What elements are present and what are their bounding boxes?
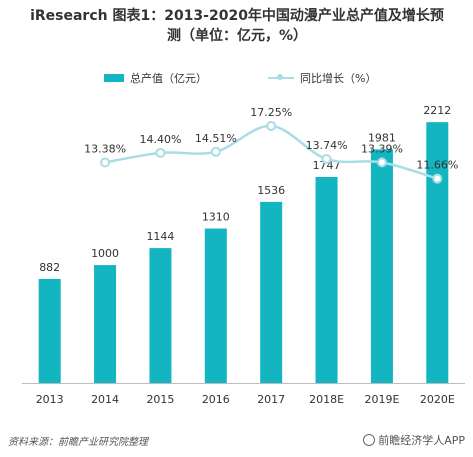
bar-2013 (38, 278, 61, 383)
bar-label-2018E: 1747 (313, 159, 341, 172)
x-tick-2020E: 2020E (420, 393, 455, 406)
bar-label-2019E: 1981 (368, 131, 396, 144)
growth-label-2014: 13.38% (84, 142, 126, 155)
growth-label-2019E: 13.39% (361, 142, 403, 155)
bar-label-2013: 882 (39, 261, 60, 274)
growth-point-2018E (321, 154, 332, 165)
x-tick-2013: 2013 (36, 393, 64, 406)
title-line-1: iResearch 图表1：2013-2020年中国动漫产业总产值及增长预 (30, 8, 444, 24)
legend-item-line: 同比增长（%） (268, 70, 376, 86)
growth-label-2018E: 13.74% (306, 139, 348, 152)
legend-swatch-bar (104, 74, 124, 82)
legend-label-bar: 总产值（亿元） (130, 72, 207, 85)
growth-point-2016 (210, 146, 221, 157)
x-tick-2017: 2017 (257, 393, 285, 406)
bar-label-2020E: 2212 (423, 104, 451, 117)
x-tick-2019E: 2019E (364, 393, 399, 406)
x-tick-2014: 2014 (91, 393, 119, 406)
growth-label-2017: 17.25% (250, 106, 292, 119)
x-tick-2015: 2015 (146, 393, 174, 406)
bar-2020E (426, 122, 449, 383)
legend-swatch-line (268, 74, 294, 80)
bar-label-2016: 1310 (202, 211, 230, 224)
growth-label-2016: 14.51% (195, 132, 237, 145)
growth-point-2020E (432, 173, 443, 184)
bar-2015 (149, 248, 172, 383)
chart-title: iResearch 图表1：2013-2020年中国动漫产业总产值及增长预 测（… (8, 6, 466, 46)
legend: 总产值（亿元） 同比增长（%） (0, 70, 473, 90)
bar-label-2017: 1536 (257, 184, 285, 197)
title-line-2: 测（单位：亿元，%） (166, 28, 308, 44)
x-tick-2018E: 2018E (309, 393, 344, 406)
bar-2016 (204, 228, 227, 383)
x-tick-2016: 2016 (202, 393, 230, 406)
bar-2017 (260, 201, 283, 383)
brand-footer: 前瞻经济学人APP (363, 432, 465, 448)
legend-label-line: 同比增长（%） (300, 72, 377, 85)
growth-point-2014 (100, 157, 111, 168)
source-note: 资料来源：前瞻产业研究院整理 (8, 437, 148, 448)
growth-point-2015 (155, 147, 166, 158)
growth-label-2015: 14.40% (139, 133, 181, 146)
brand-logo-icon (363, 434, 376, 446)
bar-2018E (315, 176, 338, 383)
bar-label-2015: 1144 (146, 230, 174, 243)
bar-label-2014: 1000 (91, 247, 119, 260)
growth-label-2020E: 11.66% (416, 159, 458, 172)
legend-item-bar: 总产值（亿元） (104, 70, 207, 86)
growth-point-2017 (266, 120, 277, 131)
bar-2019E (370, 149, 393, 383)
growth-point-2019E (376, 157, 387, 168)
brand-name: 前瞻经济学人APP (378, 434, 465, 447)
bar-2014 (94, 265, 117, 383)
